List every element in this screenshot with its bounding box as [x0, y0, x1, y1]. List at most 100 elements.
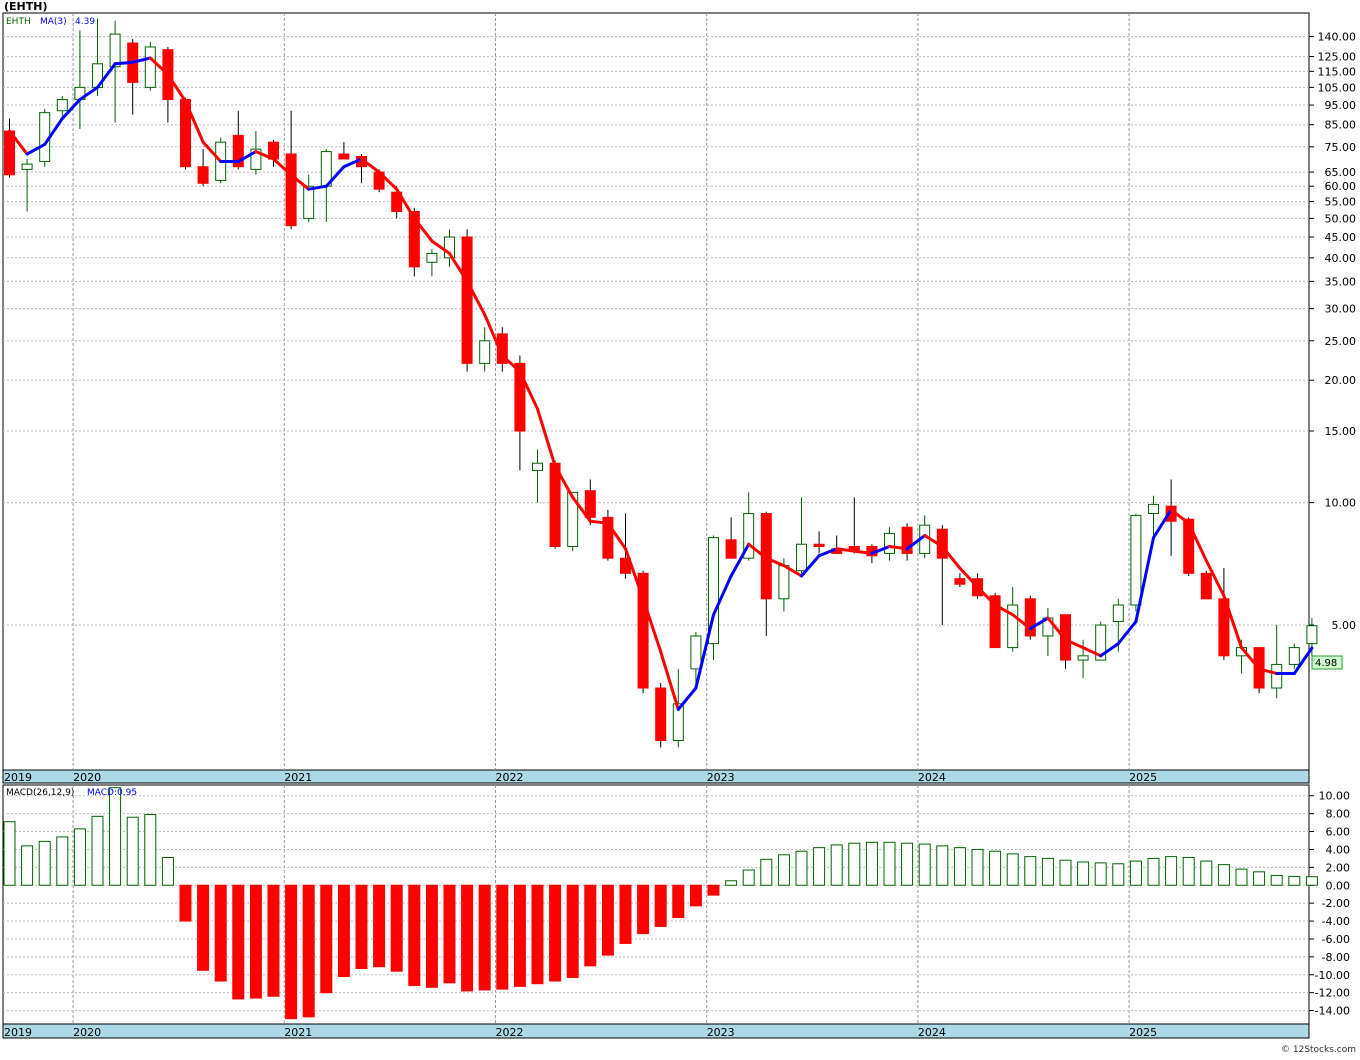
price-gridlines — [3, 13, 1309, 770]
ma3-segment — [342, 157, 363, 169]
ma3-segment — [764, 556, 786, 568]
macd-bar-positive — [161, 857, 174, 886]
price-y-tick-label: 10.00 — [1325, 497, 1357, 510]
ma3-segment — [676, 686, 698, 711]
ma3-segment — [940, 544, 962, 570]
ma3-segment — [307, 184, 328, 191]
ma3-segment — [1028, 616, 1050, 631]
price-x-tick-label: 2024 — [918, 771, 946, 784]
macd-bar-negative — [637, 884, 650, 935]
ma3-segment — [201, 140, 223, 164]
ma3-segment — [289, 173, 311, 191]
candle-up — [743, 513, 755, 559]
macd-bar-negative — [285, 884, 298, 1020]
macd-y-tick-label: -14.00 — [1315, 1005, 1350, 1018]
ma3-segment — [412, 216, 434, 243]
ma3-segment — [324, 165, 346, 188]
macd-bar-positive — [144, 814, 157, 886]
macd-bar-negative — [584, 884, 597, 967]
ma3-segment — [395, 187, 416, 220]
price-y-tick-label: 50.00 — [1325, 212, 1357, 225]
price-y-tick-label: 25.00 — [1325, 335, 1357, 348]
candle-down — [197, 166, 209, 184]
macd-y-tick-label: -8.00 — [1322, 951, 1350, 964]
macd-bar-negative — [355, 884, 368, 970]
candle-up — [1007, 604, 1019, 649]
macd-bar-positive — [830, 844, 843, 886]
ma3-segment — [148, 56, 170, 76]
ma3-segment — [817, 547, 839, 558]
candle-down — [391, 191, 403, 212]
macd-bar-series — [3, 787, 1318, 1020]
candle-down — [549, 462, 561, 547]
macd-bar-negative — [461, 884, 474, 992]
ma3-segment — [500, 354, 522, 374]
ma3-segment — [976, 585, 997, 607]
ma3-segment — [888, 544, 909, 551]
ma3-segment — [659, 650, 680, 711]
macd-bar-positive — [21, 845, 34, 886]
candle-up — [426, 252, 438, 263]
price-y-tick-label: 15.00 — [1325, 425, 1357, 438]
macd-bar-positive — [918, 843, 931, 886]
macd-bar-positive — [91, 815, 104, 886]
macd-bar-positive — [1129, 860, 1142, 886]
macd-bar-positive — [1288, 876, 1301, 886]
macd-bar-positive — [1147, 857, 1160, 886]
ma3-segment — [8, 129, 29, 156]
macd-legend-value: MACD:0.95 — [87, 788, 137, 798]
macd-bar-negative — [549, 884, 562, 982]
macd-y-tick-label: 4.00 — [1326, 843, 1351, 856]
ma3-segment — [536, 407, 557, 468]
ma3-segment — [870, 544, 891, 555]
macd-bar-positive — [777, 854, 790, 886]
macd-x-tick-label: 2022 — [496, 1026, 524, 1039]
price-y-tick-label: 60.00 — [1325, 180, 1357, 193]
ma3-segment — [1152, 508, 1173, 540]
ma3-segment — [1292, 646, 1314, 675]
ma3-segment — [800, 554, 821, 578]
macd-bar-positive — [1041, 857, 1054, 886]
macd-x-tick-label: 2021 — [284, 1026, 312, 1039]
candle-up — [1271, 663, 1283, 689]
price-y-tick-label: 45.00 — [1325, 231, 1357, 244]
ma3-segment — [1169, 508, 1191, 525]
macd-bar-negative — [320, 884, 333, 994]
candle-down — [813, 543, 825, 547]
candle-up — [1148, 503, 1159, 515]
ma3-segment — [835, 547, 856, 553]
candle-up — [884, 532, 895, 554]
price-date-axis-band — [2, 769, 1310, 784]
macd-y-tick-label: -10.00 — [1315, 969, 1350, 982]
macd-x-axis: 2019 2020 2021 2022 2023 2024 2025 — [4, 1026, 1157, 1039]
price-x-tick-label: 2020 — [73, 771, 101, 784]
macd-y-tick-label: 6.00 — [1326, 826, 1351, 839]
macd-bar-negative — [390, 884, 403, 972]
ma3-segment — [96, 62, 117, 89]
candle-up — [708, 537, 719, 645]
ticker-title: (EHTH) — [4, 0, 47, 13]
ma3-segment — [43, 117, 64, 146]
macd-bar-positive — [725, 880, 738, 886]
ma3-segment — [377, 170, 399, 191]
candle-up — [1095, 624, 1107, 661]
macd-x-tick-label: 2023 — [707, 1026, 735, 1039]
ma3-segment — [571, 495, 592, 523]
ma3-segment — [483, 313, 504, 358]
macd-bar-negative — [408, 884, 421, 987]
last-price-badge-box — [1311, 655, 1343, 670]
candle-up — [250, 148, 262, 170]
ma3-segment — [254, 150, 275, 161]
candle-up — [672, 703, 684, 741]
macd-bar-negative — [249, 884, 262, 999]
price-panel-frame — [2, 12, 1310, 772]
candle-down — [285, 153, 297, 227]
macd-bar-positive — [3, 821, 16, 886]
macd-bar-positive — [1112, 863, 1125, 886]
macd-bar-negative — [654, 884, 667, 927]
candle-up — [1112, 604, 1124, 623]
ma3-segment — [852, 549, 874, 555]
macd-bar-positive — [1006, 853, 1019, 886]
